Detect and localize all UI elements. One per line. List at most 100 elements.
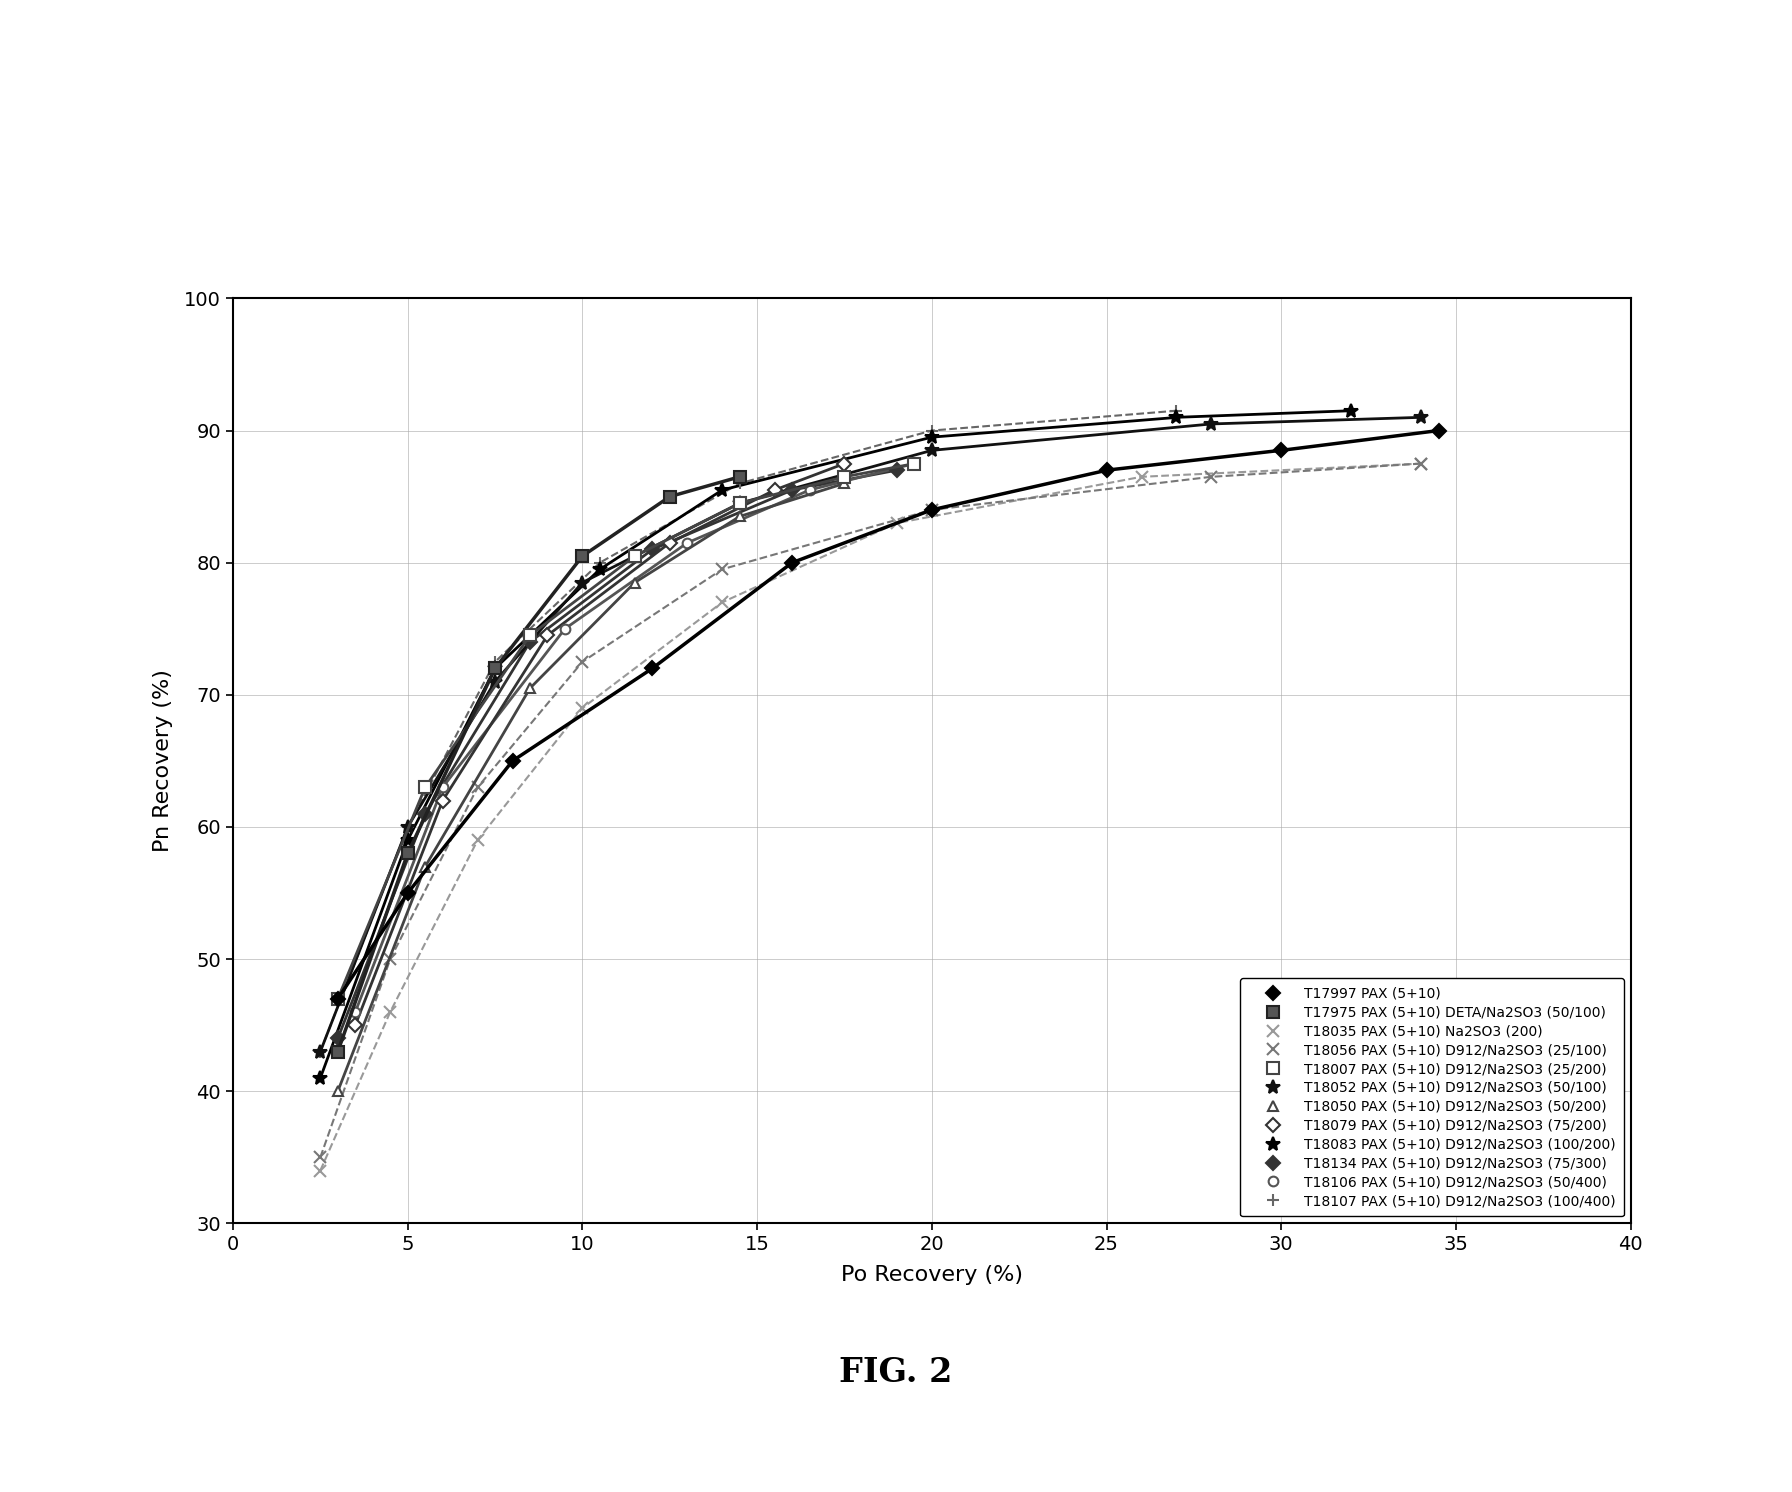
T18106 PAX (5+10) D912/Na2SO3 (50/400) — [432, 779, 453, 797]
Line: T18056 PAX (5+10) D912/Na2SO3 (25/100): T18056 PAX (5+10) D912/Na2SO3 (25/100) — [315, 458, 1426, 1162]
T17997 PAX (5+10) — [642, 659, 663, 677]
T18035 PAX (5+10) Na2SO3 (200) — [380, 1003, 401, 1021]
T18083 PAX (5+10) D912/Na2SO3 (100/200) — [1340, 401, 1362, 419]
X-axis label: Po Recovery (%): Po Recovery (%) — [840, 1265, 1023, 1285]
T18079 PAX (5+10) D912/Na2SO3 (75/200) — [833, 455, 855, 473]
T18107 PAX (5+10) D912/Na2SO3 (100/400) — [398, 818, 419, 836]
T18106 PAX (5+10) D912/Na2SO3 (50/400) — [903, 455, 925, 473]
T18083 PAX (5+10) D912/Na2SO3 (100/200) — [310, 1070, 332, 1088]
T18134 PAX (5+10) D912/Na2SO3 (75/300) — [642, 540, 663, 558]
T18007 PAX (5+10) D912/Na2SO3 (25/200) — [903, 455, 925, 473]
T18035 PAX (5+10) Na2SO3 (200) — [1131, 468, 1152, 486]
T18107 PAX (5+10) D912/Na2SO3 (100/400) — [484, 653, 505, 671]
T17997 PAX (5+10) — [326, 989, 348, 1007]
Line: T18134 PAX (5+10) D912/Na2SO3 (75/300): T18134 PAX (5+10) D912/Na2SO3 (75/300) — [333, 466, 901, 1043]
T18107 PAX (5+10) D912/Na2SO3 (100/400) — [590, 554, 611, 571]
T18056 PAX (5+10) D912/Na2SO3 (25/100) — [380, 950, 401, 968]
T18052 PAX (5+10) D912/Na2SO3 (50/100) — [572, 573, 593, 591]
T18007 PAX (5+10) D912/Na2SO3 (25/200) — [326, 989, 348, 1007]
Line: T17975 PAX (5+10) DETA/Na2SO3 (50/100): T17975 PAX (5+10) DETA/Na2SO3 (50/100) — [332, 471, 745, 1058]
T18079 PAX (5+10) D912/Na2SO3 (75/200) — [432, 792, 453, 810]
Line: T18107 PAX (5+10) D912/Na2SO3 (100/400): T18107 PAX (5+10) D912/Na2SO3 (100/400) — [314, 404, 1183, 1058]
T18056 PAX (5+10) D912/Na2SO3 (25/100) — [1201, 468, 1222, 486]
T18007 PAX (5+10) D912/Na2SO3 (25/200) — [414, 779, 435, 797]
T18106 PAX (5+10) D912/Na2SO3 (50/400) — [554, 619, 575, 637]
Legend: T17997 PAX (5+10), T17975 PAX (5+10) DETA/Na2SO3 (50/100), T18035 PAX (5+10) Na2: T17997 PAX (5+10), T17975 PAX (5+10) DET… — [1240, 979, 1624, 1216]
T18007 PAX (5+10) D912/Na2SO3 (25/200) — [833, 468, 855, 486]
Line: T18083 PAX (5+10) D912/Na2SO3 (100/200): T18083 PAX (5+10) D912/Na2SO3 (100/200) — [314, 404, 1358, 1085]
Line: T18050 PAX (5+10) D912/Na2SO3 (50/200): T18050 PAX (5+10) D912/Na2SO3 (50/200) — [333, 479, 849, 1097]
T18056 PAX (5+10) D912/Na2SO3 (25/100) — [572, 653, 593, 671]
T18106 PAX (5+10) D912/Na2SO3 (50/400) — [677, 534, 699, 552]
T18134 PAX (5+10) D912/Na2SO3 (75/300) — [887, 461, 909, 479]
T18079 PAX (5+10) D912/Na2SO3 (75/200) — [659, 534, 681, 552]
T17997 PAX (5+10) — [781, 554, 803, 571]
T18035 PAX (5+10) Na2SO3 (200) — [466, 831, 487, 849]
T17975 PAX (5+10) DETA/Na2SO3 (50/100) — [659, 488, 681, 506]
T18052 PAX (5+10) D912/Na2SO3 (50/100) — [1410, 409, 1432, 427]
T18107 PAX (5+10) D912/Na2SO3 (100/400) — [729, 474, 751, 492]
T18056 PAX (5+10) D912/Na2SO3 (25/100) — [466, 779, 487, 797]
T18007 PAX (5+10) D912/Na2SO3 (25/200) — [624, 548, 645, 565]
T18083 PAX (5+10) D912/Na2SO3 (100/200) — [1167, 409, 1188, 427]
T18052 PAX (5+10) D912/Na2SO3 (50/100) — [729, 494, 751, 512]
Text: FIG. 2: FIG. 2 — [839, 1356, 953, 1389]
T18056 PAX (5+10) D912/Na2SO3 (25/100) — [711, 561, 733, 579]
T18134 PAX (5+10) D912/Na2SO3 (75/300) — [781, 480, 803, 498]
T17975 PAX (5+10) DETA/Na2SO3 (50/100) — [572, 548, 593, 565]
T18050 PAX (5+10) D912/Na2SO3 (50/200) — [520, 679, 541, 697]
T18050 PAX (5+10) D912/Na2SO3 (50/200) — [833, 474, 855, 492]
T18050 PAX (5+10) D912/Na2SO3 (50/200) — [326, 1082, 348, 1100]
T18106 PAX (5+10) D912/Na2SO3 (50/400) — [799, 480, 821, 498]
T18083 PAX (5+10) D912/Na2SO3 (100/200) — [484, 659, 505, 677]
T18107 PAX (5+10) D912/Na2SO3 (100/400) — [310, 1043, 332, 1061]
T18056 PAX (5+10) D912/Na2SO3 (25/100) — [1410, 455, 1432, 473]
T18107 PAX (5+10) D912/Na2SO3 (100/400) — [921, 422, 943, 440]
T17997 PAX (5+10) — [1428, 422, 1450, 440]
T18056 PAX (5+10) D912/Na2SO3 (25/100) — [921, 501, 943, 519]
T18134 PAX (5+10) D912/Na2SO3 (75/300) — [414, 804, 435, 822]
T18083 PAX (5+10) D912/Na2SO3 (100/200) — [711, 480, 733, 498]
T18035 PAX (5+10) Na2SO3 (200) — [310, 1162, 332, 1180]
T17975 PAX (5+10) DETA/Na2SO3 (50/100) — [398, 844, 419, 862]
T18079 PAX (5+10) D912/Na2SO3 (75/200) — [763, 480, 785, 498]
T18052 PAX (5+10) D912/Na2SO3 (50/100) — [484, 673, 505, 691]
T18079 PAX (5+10) D912/Na2SO3 (75/200) — [344, 1016, 366, 1034]
T18083 PAX (5+10) D912/Na2SO3 (100/200) — [590, 561, 611, 579]
T18050 PAX (5+10) D912/Na2SO3 (50/200) — [414, 858, 435, 876]
T18083 PAX (5+10) D912/Na2SO3 (100/200) — [921, 428, 943, 446]
T18107 PAX (5+10) D912/Na2SO3 (100/400) — [1167, 401, 1188, 419]
T18035 PAX (5+10) Na2SO3 (200) — [711, 594, 733, 612]
T18052 PAX (5+10) D912/Na2SO3 (50/100) — [398, 818, 419, 836]
Line: T17997 PAX (5+10): T17997 PAX (5+10) — [333, 425, 1443, 1004]
T18050 PAX (5+10) D912/Na2SO3 (50/200) — [729, 507, 751, 525]
T17975 PAX (5+10) DETA/Na2SO3 (50/100) — [729, 468, 751, 486]
T18050 PAX (5+10) D912/Na2SO3 (50/200) — [624, 573, 645, 591]
T18134 PAX (5+10) D912/Na2SO3 (75/300) — [326, 1029, 348, 1047]
T18134 PAX (5+10) D912/Na2SO3 (75/300) — [520, 633, 541, 651]
Line: T18035 PAX (5+10) Na2SO3 (200): T18035 PAX (5+10) Na2SO3 (200) — [315, 458, 1426, 1176]
T18106 PAX (5+10) D912/Na2SO3 (50/400) — [344, 1003, 366, 1021]
T18007 PAX (5+10) D912/Na2SO3 (25/200) — [520, 627, 541, 645]
T18052 PAX (5+10) D912/Na2SO3 (50/100) — [1201, 415, 1222, 433]
T17997 PAX (5+10) — [921, 501, 943, 519]
T17997 PAX (5+10) — [398, 885, 419, 903]
T18083 PAX (5+10) D912/Na2SO3 (100/200) — [398, 831, 419, 849]
T18056 PAX (5+10) D912/Na2SO3 (25/100) — [310, 1149, 332, 1167]
T18007 PAX (5+10) D912/Na2SO3 (25/200) — [729, 494, 751, 512]
T18052 PAX (5+10) D912/Na2SO3 (50/100) — [310, 1043, 332, 1061]
T18035 PAX (5+10) Na2SO3 (200) — [887, 515, 909, 533]
T18035 PAX (5+10) Na2SO3 (200) — [1410, 455, 1432, 473]
Line: T18079 PAX (5+10) D912/Na2SO3 (75/200): T18079 PAX (5+10) D912/Na2SO3 (75/200) — [351, 458, 849, 1029]
Line: T18106 PAX (5+10) D912/Na2SO3 (50/400): T18106 PAX (5+10) D912/Na2SO3 (50/400) — [351, 458, 919, 1018]
T17997 PAX (5+10) — [1097, 461, 1118, 479]
T18035 PAX (5+10) Na2SO3 (200) — [572, 700, 593, 718]
T17975 PAX (5+10) DETA/Na2SO3 (50/100) — [484, 659, 505, 677]
T17975 PAX (5+10) DETA/Na2SO3 (50/100) — [326, 1043, 348, 1061]
Line: T18052 PAX (5+10) D912/Na2SO3 (50/100): T18052 PAX (5+10) D912/Na2SO3 (50/100) — [314, 410, 1428, 1059]
T18079 PAX (5+10) D912/Na2SO3 (75/200) — [538, 627, 559, 645]
Line: T18007 PAX (5+10) D912/Na2SO3 (25/200): T18007 PAX (5+10) D912/Na2SO3 (25/200) — [332, 458, 919, 1004]
T17997 PAX (5+10) — [502, 752, 523, 770]
T18052 PAX (5+10) D912/Na2SO3 (50/100) — [921, 442, 943, 460]
Y-axis label: Pn Recovery (%): Pn Recovery (%) — [152, 670, 174, 852]
